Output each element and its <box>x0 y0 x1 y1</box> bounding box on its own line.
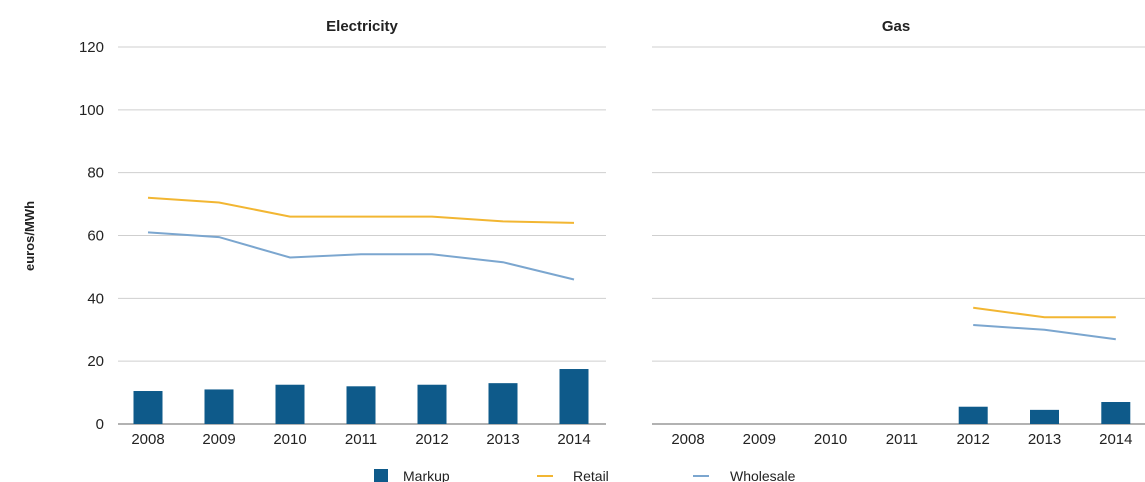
electricity-x-tick-label: 2014 <box>557 431 590 448</box>
electricity-x-tick-label: 2008 <box>131 431 164 448</box>
y-tick-label: 120 <box>79 39 104 56</box>
electricity-panel-title: Electricity <box>326 18 398 35</box>
gas-panel-title: Gas <box>882 18 910 35</box>
y-axis-label: euros/MWh <box>22 201 37 271</box>
electricity-wholesale-line <box>147 231 575 281</box>
gas-retail-line <box>973 306 1116 319</box>
gas-x-tick-label: 2014 <box>1099 431 1132 448</box>
electricity-retail-line <box>147 196 575 224</box>
gas-x-tick-label: 2010 <box>814 431 847 448</box>
electricity-x-tick-label: 2009 <box>202 431 235 448</box>
gas-markup-bar <box>1030 409 1059 424</box>
y-tick-label: 20 <box>87 353 104 370</box>
gas-markup-bar <box>958 406 988 424</box>
legend-retail-label: Retail <box>573 468 609 482</box>
gas-markup-bar <box>1101 402 1131 424</box>
electricity-markup-bar <box>559 369 589 424</box>
electricity-markup-bar <box>417 384 447 424</box>
gas-x-tick-label: 2011 <box>886 431 918 448</box>
electricity-x-tick-label: 2011 <box>345 431 377 448</box>
y-tick-label: 40 <box>87 290 104 307</box>
legend: Markup Retail Wholesale <box>374 468 796 482</box>
y-tick-label: 100 <box>79 102 104 119</box>
y-axis-label-group: euros/MWh <box>22 201 37 271</box>
y-tick-label: 80 <box>87 165 104 182</box>
electricity-markup-bar <box>133 391 163 424</box>
gas-x-tick-label: 2008 <box>671 431 704 448</box>
legend-markup-swatch <box>374 469 388 482</box>
legend-wholesale-label: Wholesale <box>730 468 796 482</box>
y-tick-label: 60 <box>87 228 104 245</box>
gas-x-tick-label: 2009 <box>743 431 776 448</box>
electricity-x-tick-label: 2010 <box>273 431 306 448</box>
gas-x-tick-label: 2012 <box>957 431 990 448</box>
y-tick-label: 0 <box>96 416 104 433</box>
electricity-x-tick-label: 2012 <box>415 431 448 448</box>
electricity-markup-bar <box>346 386 376 424</box>
gas-wholesale-line <box>973 324 1116 341</box>
electricity-markup-bar <box>488 383 518 424</box>
legend-markup-label: Markup <box>403 468 450 482</box>
electricity-x-tick-label: 2013 <box>486 431 519 448</box>
electricity-panel: Electricity 2008 2009 2010 2011 2012 2013 2014 <box>118 18 606 448</box>
y-axis-ticks: 0 20 40 60 80 100 120 <box>79 39 104 433</box>
electricity-markup-bar <box>275 384 305 424</box>
gas-x-tick-label: 2013 <box>1028 431 1061 448</box>
gas-panel: Gas 2008 2009 2010 2011 2012 2013 2014 <box>652 18 1145 448</box>
electricity-markup-bar <box>204 389 234 424</box>
